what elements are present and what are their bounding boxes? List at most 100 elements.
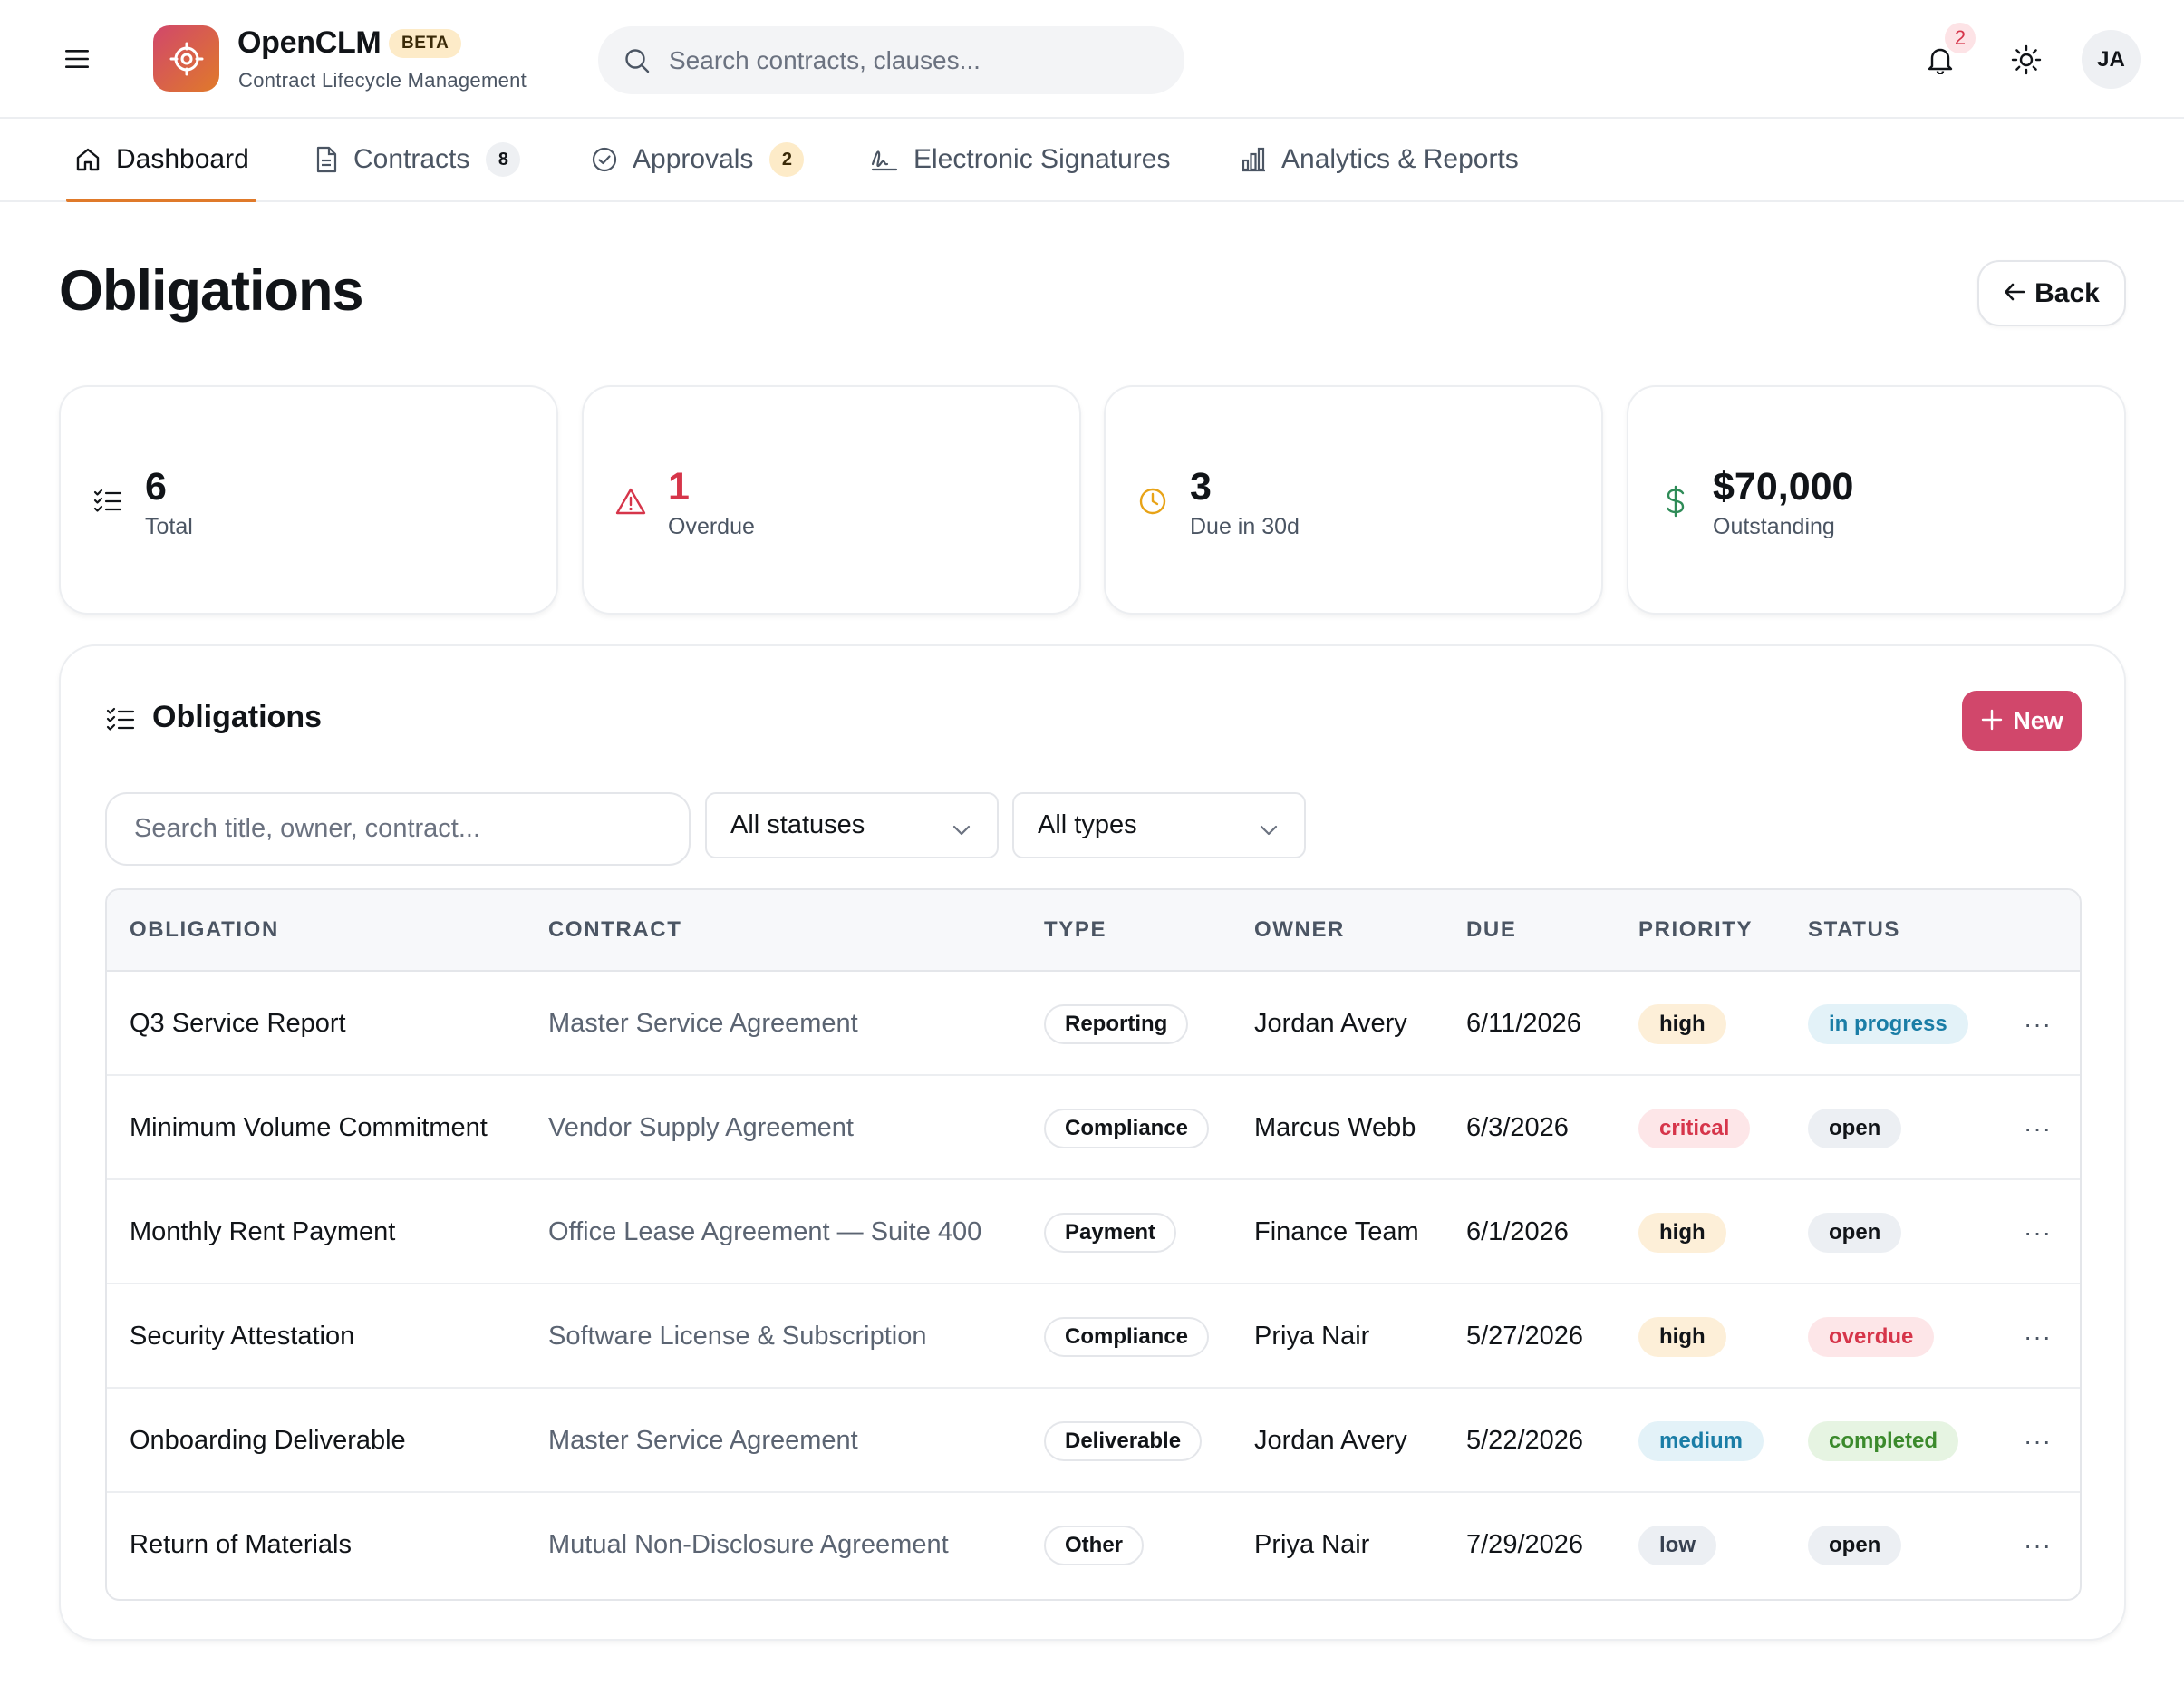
status-badge: open: [1808, 1525, 1902, 1565]
panel-title: Obligations: [152, 700, 322, 734]
stat-card-total: 6 Total: [59, 385, 558, 615]
contract-name[interactable]: Office Lease Agreement — Suite 400: [548, 1217, 982, 1246]
contract-name[interactable]: Master Service Agreement: [548, 1426, 858, 1455]
contract-name[interactable]: Master Service Agreement: [548, 1009, 858, 1038]
stat-value: 1: [668, 465, 690, 509]
obligations-panel: Obligations New Search title, owner, con…: [59, 644, 2126, 1641]
obligation-title[interactable]: Security Attestation: [130, 1322, 355, 1351]
row-actions-menu-icon[interactable]: ···: [2024, 1113, 2052, 1142]
contract-name[interactable]: Mutual Non-Disclosure Agreement: [548, 1530, 949, 1559]
warning-icon: [614, 485, 647, 518]
search-icon: [625, 48, 650, 73]
column-header-priority[interactable]: PRIORITY: [1638, 917, 1754, 942]
row-actions-menu-icon[interactable]: ···: [2024, 1217, 2052, 1246]
obligation-title[interactable]: Return of Materials: [130, 1530, 352, 1559]
column-header-contract[interactable]: CONTRACT: [548, 917, 682, 942]
theme-toggle-button[interactable]: [2003, 39, 2050, 81]
tab-contracts[interactable]: Contracts 8: [314, 119, 521, 200]
stat-label: Overdue: [668, 514, 755, 539]
due-date: 6/11/2026: [1466, 1009, 1581, 1038]
tab-dashboard[interactable]: Dashboard: [66, 119, 256, 202]
obligation-title[interactable]: Minimum Volume Commitment: [130, 1113, 488, 1142]
obligation-search-input[interactable]: Search title, owner, contract...: [105, 792, 691, 866]
status-badge: in progress: [1808, 1003, 1968, 1044]
obligation-title[interactable]: Q3 Service Report: [130, 1009, 346, 1038]
contract-name[interactable]: Vendor Supply Agreement: [548, 1113, 854, 1142]
owner-name: Finance Team: [1254, 1217, 1419, 1246]
owner-name: Priya Nair: [1254, 1322, 1370, 1351]
priority-badge: critical: [1638, 1108, 1751, 1148]
bar-chart-icon: [1240, 146, 1267, 173]
arrow-left-icon: [2004, 278, 2025, 309]
global-search-input[interactable]: Search contracts, clauses...: [598, 26, 1184, 94]
back-label: Back: [2034, 277, 2100, 308]
table-row[interactable]: Onboarding Deliverable Master Service Ag…: [107, 1389, 2080, 1493]
table-row[interactable]: Monthly Rent Payment Office Lease Agreem…: [107, 1180, 2080, 1284]
app-name: OpenCLM: [237, 25, 382, 60]
document-icon: [314, 146, 339, 173]
priority-badge: low: [1638, 1525, 1716, 1565]
back-button[interactable]: Back: [1977, 260, 2126, 326]
contract-name[interactable]: Software License & Subscription: [548, 1322, 927, 1351]
type-badge: Reporting: [1044, 1003, 1189, 1044]
table-row[interactable]: Security Attestation Software License & …: [107, 1284, 2080, 1389]
type-badge: Payment: [1044, 1212, 1177, 1253]
row-actions-menu-icon[interactable]: ···: [2024, 1009, 2052, 1038]
type-badge: Compliance: [1044, 1108, 1210, 1148]
tab-label: Approvals: [633, 144, 754, 174]
notification-count-badge: 2: [1945, 23, 1976, 53]
logo-mark-icon: [169, 42, 203, 75]
status-filter-value: All statuses: [730, 810, 865, 839]
tab-approvals[interactable]: Approvals 2: [591, 119, 805, 200]
table-row[interactable]: Return of Materials Mutual Non-Disclosur…: [107, 1493, 2080, 1597]
tab-label: Contracts: [353, 144, 470, 174]
stat-card-overdue: 1 Overdue: [582, 385, 1081, 615]
table-row[interactable]: Q3 Service Report Master Service Agreeme…: [107, 972, 2080, 1076]
type-filter-value: All types: [1038, 810, 1137, 839]
tab-label: Dashboard: [116, 144, 249, 174]
bell-icon: [1928, 48, 1953, 74]
stat-label: Total: [145, 514, 193, 539]
priority-badge: high: [1638, 1003, 1726, 1044]
status-filter-select[interactable]: All statuses: [705, 792, 999, 858]
row-actions-menu-icon[interactable]: ···: [2024, 1426, 2052, 1455]
owner-name: Marcus Webb: [1254, 1113, 1416, 1142]
type-filter-select[interactable]: All types: [1012, 792, 1306, 858]
obligation-title[interactable]: Monthly Rent Payment: [130, 1217, 396, 1246]
column-header-status[interactable]: STATUS: [1808, 917, 1901, 942]
tab-electronic-signatures[interactable]: Electronic Signatures: [870, 119, 1170, 200]
stat-card-due-soon: 3 Due in 30d: [1104, 385, 1603, 615]
stat-label: Due in 30d: [1190, 514, 1300, 539]
chevron-down-icon: [952, 814, 971, 844]
page-title: Obligations: [59, 259, 363, 323]
notifications-button[interactable]: [1917, 41, 1964, 79]
table-row[interactable]: Minimum Volume Commitment Vendor Supply …: [107, 1076, 2080, 1180]
tab-label: Electronic Signatures: [913, 144, 1171, 174]
column-header-obligation[interactable]: OBLIGATION: [130, 917, 279, 942]
column-header-owner[interactable]: OWNER: [1254, 917, 1345, 942]
menu-icon[interactable]: [56, 42, 98, 76]
tab-analytics-reports[interactable]: Analytics & Reports: [1240, 119, 1519, 200]
due-date: 7/29/2026: [1466, 1530, 1584, 1559]
type-badge: Compliance: [1044, 1316, 1210, 1357]
priority-badge: medium: [1638, 1420, 1764, 1461]
priority-badge: high: [1638, 1316, 1726, 1357]
row-actions-menu-icon[interactable]: ···: [2024, 1530, 2052, 1559]
new-obligation-button[interactable]: New: [1962, 691, 2082, 751]
user-avatar[interactable]: JA: [2082, 30, 2141, 89]
table-header: OBLIGATION CONTRACT TYPE OWNER DUE PRIOR…: [107, 890, 2080, 972]
owner-name: Priya Nair: [1254, 1530, 1370, 1559]
obligation-title[interactable]: Onboarding Deliverable: [130, 1426, 406, 1455]
row-actions-menu-icon[interactable]: ···: [2024, 1322, 2052, 1351]
column-header-type[interactable]: TYPE: [1044, 917, 1107, 942]
type-badge: Other: [1044, 1525, 1145, 1565]
chevron-down-icon: [1259, 814, 1279, 844]
home-icon: [74, 146, 101, 173]
status-badge: completed: [1808, 1420, 1959, 1461]
column-header-due[interactable]: DUE: [1466, 917, 1517, 942]
sun-icon: [2011, 44, 2042, 75]
app-logo[interactable]: [153, 25, 219, 92]
stat-card-outstanding: $70,000 Outstanding: [1627, 385, 2126, 615]
app-subtitle: Contract Lifecycle Management: [238, 69, 527, 92]
contracts-count-badge: 8: [486, 142, 521, 177]
